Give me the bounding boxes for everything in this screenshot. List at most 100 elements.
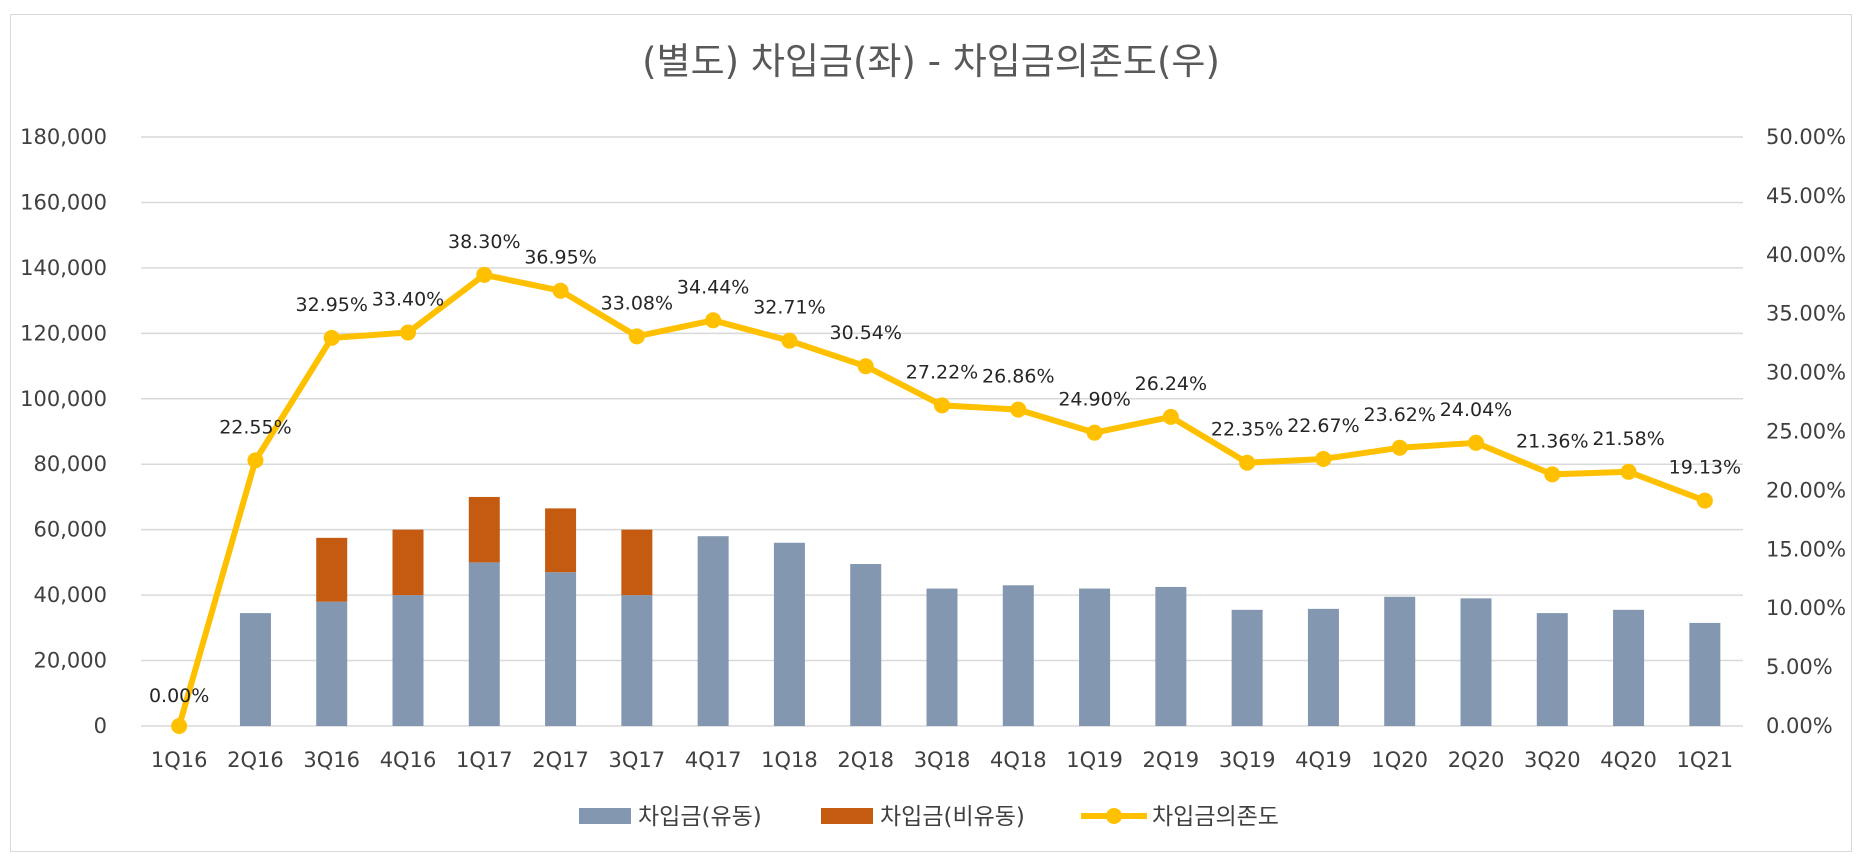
bar-current xyxy=(850,564,882,726)
legend-label-ratio: 차입금의존도 xyxy=(1152,804,1279,830)
ratio-data-label: 33.08% xyxy=(601,292,673,314)
x-tick-label: 2Q19 xyxy=(1143,748,1200,772)
ratio-point xyxy=(552,282,569,299)
ratio-point xyxy=(857,358,874,375)
left-tick-label: 120,000 xyxy=(20,321,107,345)
ratio-point xyxy=(1620,463,1637,480)
bar-noncurrent xyxy=(316,537,348,602)
ratio-data-label: 23.62% xyxy=(1363,404,1435,426)
ratio-point xyxy=(247,452,264,469)
x-tick-label: 1Q21 xyxy=(1677,748,1734,772)
ratio-point xyxy=(934,397,950,414)
x-tick-label: 4Q16 xyxy=(380,748,437,772)
ratio-point xyxy=(1544,466,1561,483)
right-tick-label: 25.00% xyxy=(1766,420,1846,444)
bar-current xyxy=(1536,613,1568,726)
bar-current xyxy=(1079,588,1111,726)
left-tick-label: 180,000 xyxy=(20,125,107,149)
bar-noncurrent xyxy=(621,529,653,596)
x-tick-label: 3Q18 xyxy=(914,748,971,772)
ratio-point xyxy=(1086,424,1103,441)
ratio-data-label: 27.22% xyxy=(906,361,978,383)
right-tick-label: 50.00% xyxy=(1766,125,1846,149)
x-tick-label: 2Q18 xyxy=(837,748,894,772)
data-labels: 0.00% 22.55% 32.95% 33.40% 38.30%36.95% 33.08… xyxy=(149,231,1741,707)
right-axis: 0.00% 5.00% 10.00% 15.00% 20.00% 25.00% 30.00%… xyxy=(1766,125,1846,738)
bar-current xyxy=(773,542,805,726)
x-tick-label: 2Q16 xyxy=(227,748,284,772)
right-tick-label: 0.00% xyxy=(1766,714,1833,738)
ratio-point xyxy=(1239,454,1256,471)
ratio-data-label: 36.95% xyxy=(524,247,596,269)
x-tick-label: 4Q20 xyxy=(1600,748,1657,772)
legend-label-current: 차입금(유동) xyxy=(638,804,762,830)
bar-current xyxy=(1613,609,1645,726)
ratio-data-label: 33.40% xyxy=(372,289,444,311)
ratio-data-label: 22.55% xyxy=(219,416,291,438)
left-tick-label: 40,000 xyxy=(34,583,107,607)
chart-svg: (별도) 차입금(좌) - 차입금의존도(우) 0 20,000 40,000 60,… xyxy=(20,40,1846,830)
left-tick-label: 140,000 xyxy=(20,256,107,280)
bar-noncurrent xyxy=(468,496,500,563)
left-tick-label: 20,000 xyxy=(34,649,107,673)
right-tick-label: 15.00% xyxy=(1766,537,1846,561)
legend-label-noncurrent: 차입금(비유동) xyxy=(880,804,1025,830)
x-tick-label: 4Q18 xyxy=(990,748,1047,772)
bar-noncurrent xyxy=(545,508,577,573)
right-tick-label: 10.00% xyxy=(1766,596,1846,620)
ratio-point xyxy=(171,718,188,734)
ratio-data-label: 19.13% xyxy=(1669,457,1741,479)
ratio-data-label: 32.95% xyxy=(295,294,367,316)
x-tick-label: 1Q19 xyxy=(1066,748,1123,772)
ratio-point xyxy=(400,324,416,341)
right-tick-label: 40.00% xyxy=(1766,243,1846,267)
ratio-data-label: 0.00% xyxy=(149,685,209,707)
x-tick-label: 3Q16 xyxy=(303,748,360,772)
left-tick-label: 0 xyxy=(94,714,107,738)
bar-current xyxy=(1231,609,1263,726)
ratio-point xyxy=(1468,434,1484,451)
bar-current xyxy=(1384,596,1416,726)
right-tick-label: 5.00% xyxy=(1766,655,1833,679)
bar-current xyxy=(392,595,424,726)
left-tick-label: 160,000 xyxy=(20,190,107,214)
legend: 차입금(유동) 차입금(비유동) 차입금의존도 xyxy=(579,804,1279,830)
ratio-data-label: 30.54% xyxy=(829,322,901,344)
right-tick-label: 20.00% xyxy=(1766,478,1846,502)
ratio-data-label: 38.30% xyxy=(448,231,520,253)
bar-current xyxy=(1689,622,1721,726)
x-tick-label: 1Q16 xyxy=(151,748,208,772)
ratio-point xyxy=(705,312,722,329)
ratio-data-label: 26.86% xyxy=(982,366,1054,388)
x-tick-label: 3Q17 xyxy=(609,748,666,772)
ratio-point xyxy=(323,329,340,346)
legend-swatch-ratio-marker xyxy=(1106,808,1122,824)
left-tick-label: 80,000 xyxy=(34,452,107,476)
x-tick-label: 4Q19 xyxy=(1295,748,1352,772)
ratio-point xyxy=(1010,401,1027,418)
right-tick-label: 45.00% xyxy=(1766,184,1846,208)
chart-title: (별도) 차입금(좌) - 차입금의존도(우) xyxy=(642,40,1220,83)
ratio-data-label: 22.35% xyxy=(1211,419,1283,441)
right-tick-label: 30.00% xyxy=(1766,361,1846,385)
left-axis: 0 20,000 40,000 60,000 80,000 100,000 120,000 1… xyxy=(20,125,107,738)
bar-current xyxy=(697,536,729,726)
x-tick-label: 1Q20 xyxy=(1371,748,1428,772)
bar-current xyxy=(621,595,653,726)
bar-current xyxy=(545,572,577,726)
bars xyxy=(239,496,1721,726)
ratio-line xyxy=(171,266,1713,734)
ratio-data-label: 22.67% xyxy=(1287,415,1359,437)
x-tick-label: 2Q20 xyxy=(1448,748,1505,772)
ratio-data-label: 21.58% xyxy=(1592,428,1664,450)
x-tick-label: 3Q19 xyxy=(1219,748,1276,772)
ratio-point xyxy=(1696,492,1713,509)
bar-current xyxy=(239,613,271,726)
x-axis: 1Q16 2Q16 3Q16 4Q16 1Q17 2Q17 3Q17 4Q17 1Q18 2Q18… xyxy=(151,748,1733,772)
bar-current xyxy=(468,562,500,726)
legend-swatch-noncurrent xyxy=(821,808,873,824)
left-tick-label: 60,000 xyxy=(34,518,107,542)
ratio-data-label: 34.44% xyxy=(677,276,749,298)
left-tick-label: 100,000 xyxy=(20,387,107,411)
x-tick-label: 1Q17 xyxy=(456,748,513,772)
